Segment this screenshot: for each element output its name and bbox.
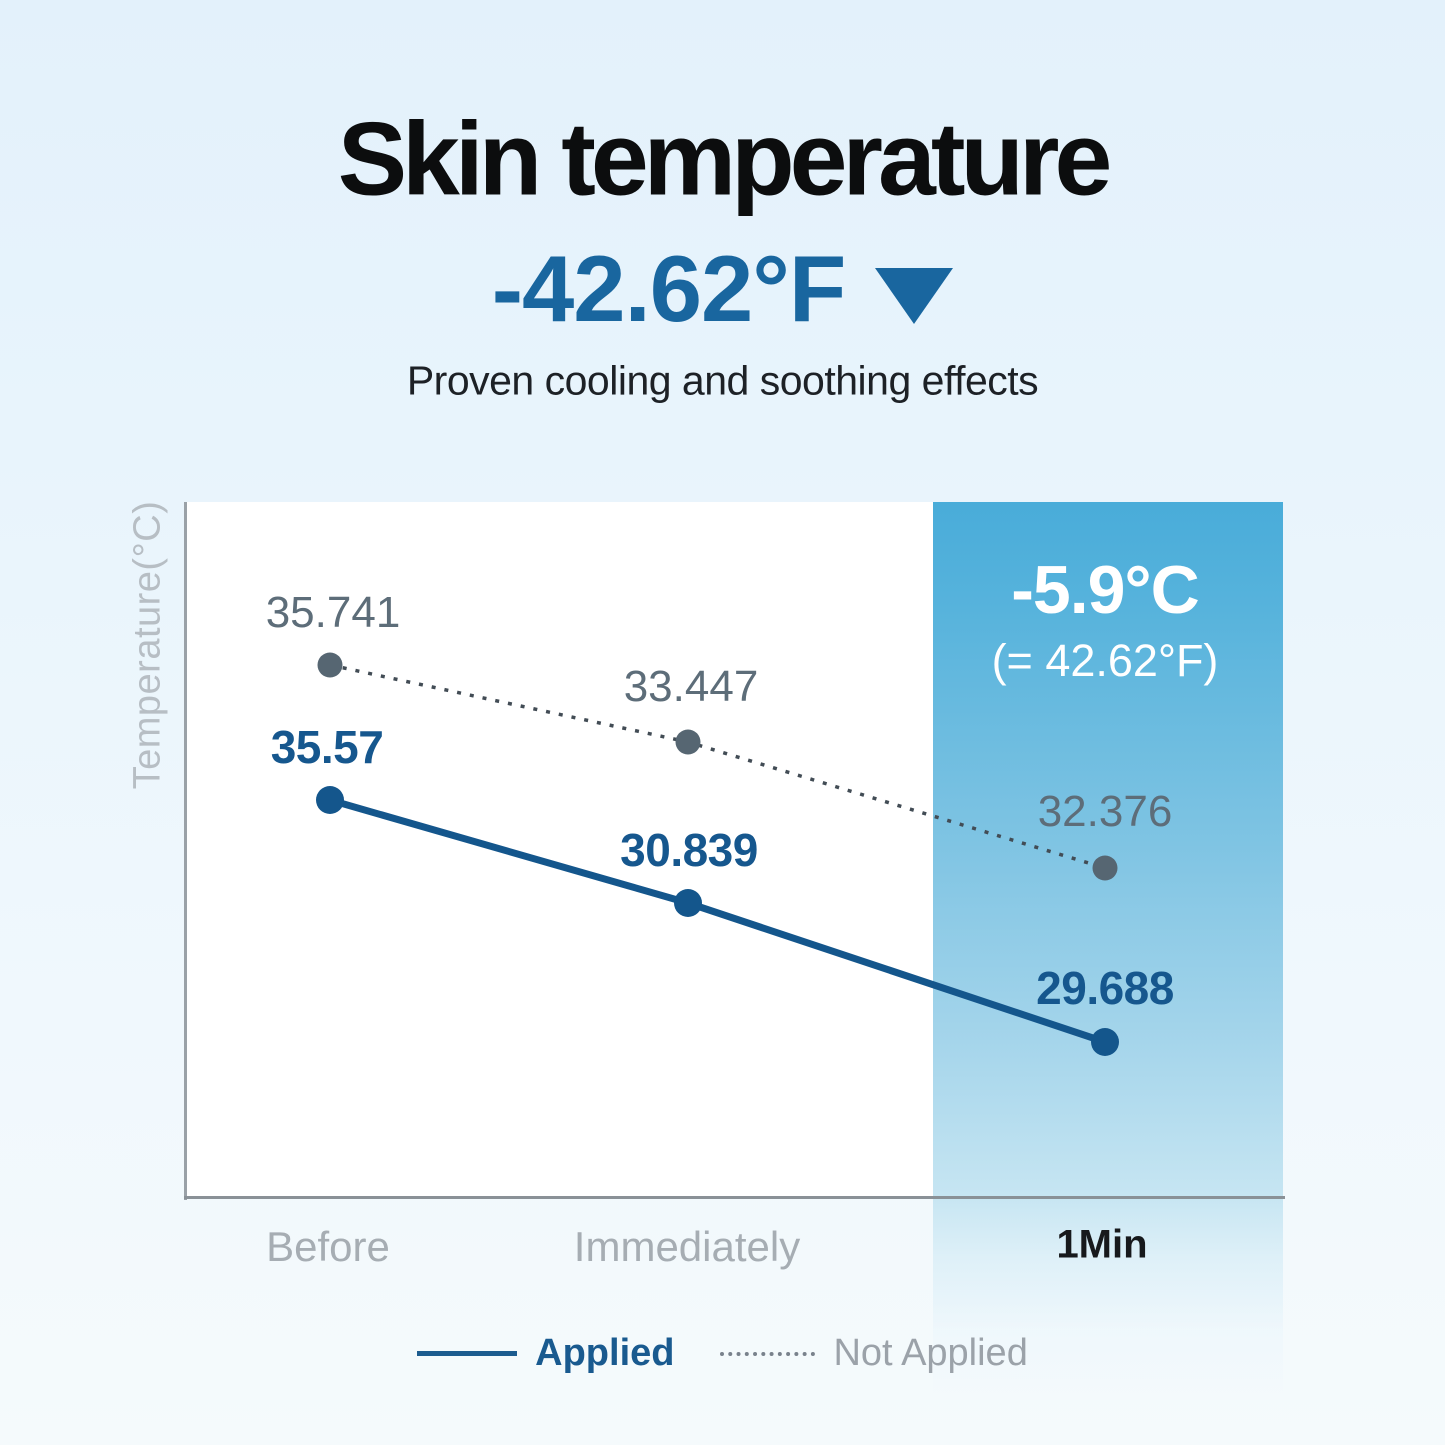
down-triangle-icon bbox=[875, 268, 954, 324]
x-label-1min: 1Min bbox=[1056, 1222, 1148, 1267]
x-label-immediately: Immediately bbox=[573, 1223, 801, 1270]
y-axis-line bbox=[184, 502, 187, 1200]
not-applied-value-immediately: 33.447 bbox=[623, 662, 759, 711]
legend-label-not-applied: Not Applied bbox=[833, 1332, 1028, 1374]
x-axis-line bbox=[184, 1196, 1285, 1199]
page-subtitle: Proven cooling and soothing effects bbox=[406, 357, 1039, 404]
delta-fahrenheit-value: -42.62°F bbox=[491, 236, 847, 341]
not-applied-value-before: 35.741 bbox=[265, 588, 401, 637]
legend-label-applied: Applied bbox=[535, 1332, 675, 1374]
applied-value-immediately: 30.839 bbox=[620, 824, 758, 876]
temperature-delta-row: -42.62°F bbox=[0, 235, 1445, 343]
not-applied-value-1min: 32.376 bbox=[1037, 787, 1173, 836]
not-applied-line-swatch-icon bbox=[720, 1351, 816, 1356]
applied-value-before: 35.57 bbox=[270, 721, 384, 773]
highlight-delta-fahrenheit: (= 42.62°F) bbox=[991, 635, 1219, 686]
chart-legend: Applied Not Applied bbox=[0, 1332, 1445, 1375]
highlight-delta-celsius: -5.9°C bbox=[1011, 552, 1199, 628]
applied-value-1min: 29.688 bbox=[1036, 962, 1174, 1014]
y-axis-label: Temperature(°C) bbox=[126, 500, 169, 790]
page-title: Skin temperature bbox=[337, 101, 1113, 218]
x-label-before: Before bbox=[266, 1223, 390, 1270]
applied-line-swatch-icon bbox=[417, 1351, 518, 1356]
